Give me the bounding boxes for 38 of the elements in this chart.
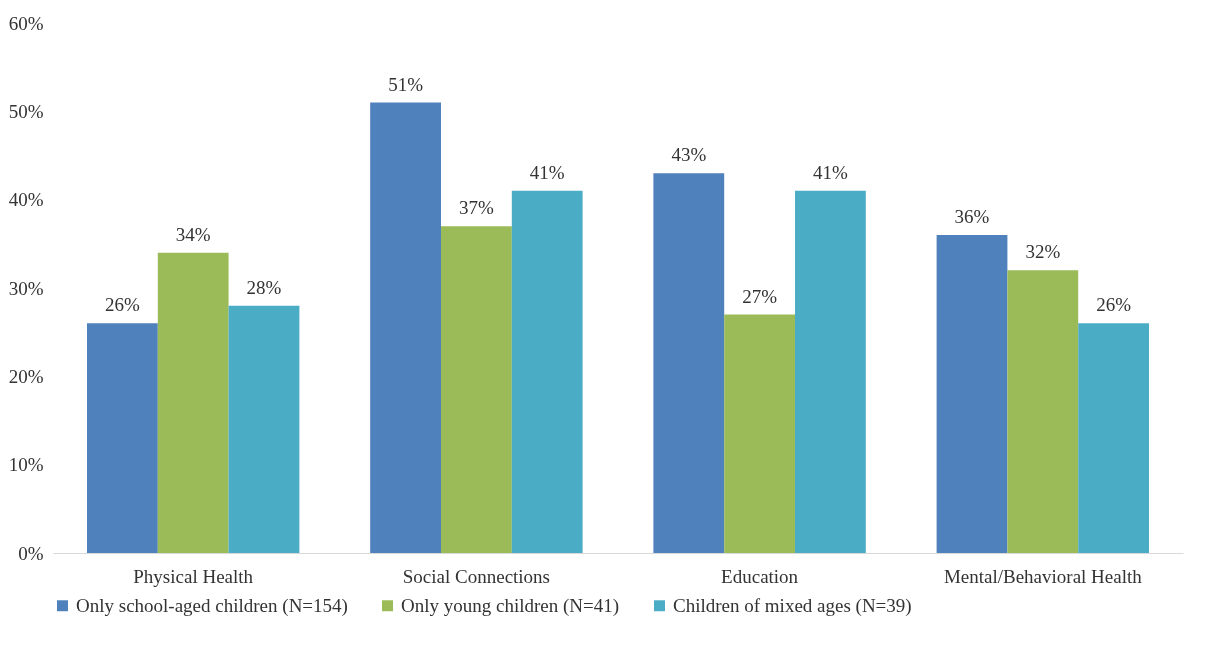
data-label: 36% <box>954 206 990 227</box>
data-label: 32% <box>1025 241 1061 263</box>
legend-label: Children of mixed ages (N=39) <box>673 594 912 617</box>
bar <box>1007 270 1079 553</box>
data-label: 26% <box>104 294 140 316</box>
data-label: 26% <box>1096 294 1132 316</box>
bar <box>511 190 583 553</box>
bar <box>440 226 512 553</box>
bar <box>157 252 229 553</box>
x-tick-label: Social Connections <box>402 565 551 587</box>
y-tick-label: 50% <box>8 100 44 122</box>
y-tick-label: 40% <box>8 189 44 211</box>
bar <box>653 173 725 553</box>
legend-label: Only school-aged children (N=154) <box>76 594 348 617</box>
y-tick-label: 60% <box>8 12 44 34</box>
y-tick-label: 30% <box>8 277 44 299</box>
x-tick-label: Mental/Behavioral Health <box>943 565 1143 587</box>
data-label: 41% <box>529 161 565 183</box>
legend-label: Only young children (N=41) <box>401 594 620 617</box>
bar <box>1078 323 1150 553</box>
bar <box>936 235 1008 553</box>
data-label: 27% <box>742 285 778 307</box>
data-label: 28% <box>246 276 282 298</box>
bar <box>724 314 796 553</box>
y-tick-label: 0% <box>18 542 44 564</box>
x-tick-label: Education <box>721 565 799 587</box>
y-tick-label: 20% <box>8 365 44 387</box>
bar <box>370 102 441 553</box>
data-label: 51% <box>388 73 424 95</box>
data-label: 34% <box>175 223 211 245</box>
x-tick-label: Physical Health <box>133 565 254 587</box>
data-label: 43% <box>671 144 707 166</box>
data-label: 41% <box>812 161 848 183</box>
bar <box>795 190 866 553</box>
bar <box>228 305 300 553</box>
bar <box>86 323 158 553</box>
y-tick-label: 10% <box>8 454 44 476</box>
data-label: 37% <box>458 197 494 219</box>
